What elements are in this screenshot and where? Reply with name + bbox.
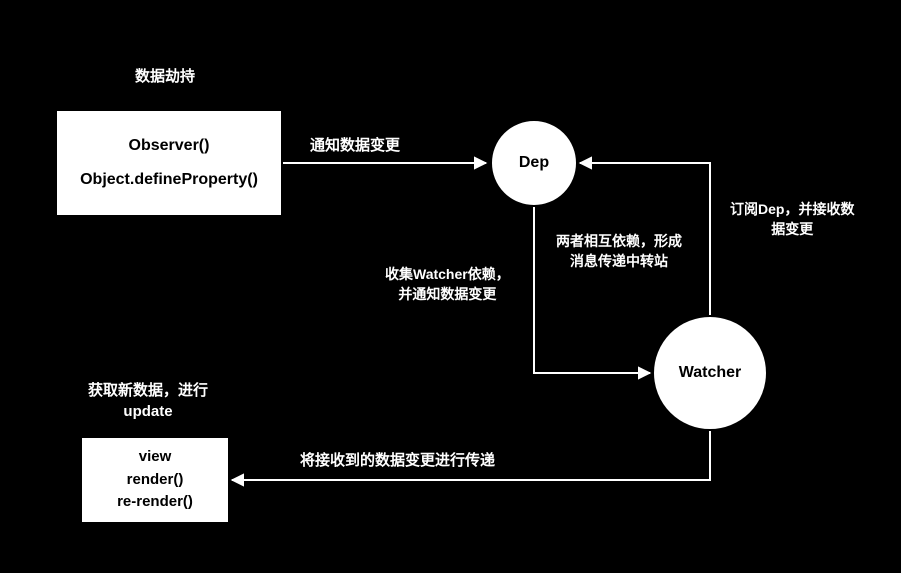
- diagram-canvas: Observer() Object.defineProperty() Dep W…: [0, 0, 901, 573]
- label-title-observer: 数据劫持: [135, 66, 195, 87]
- node-view-line3: re-render(): [117, 491, 193, 514]
- node-view-line2: render(): [127, 469, 184, 492]
- label-dep-watcher-mid: 两者相互依赖，形成 消息传递中转站: [556, 232, 682, 271]
- node-watcher-label: Watcher: [679, 364, 742, 382]
- node-watcher: Watcher: [652, 315, 768, 431]
- label-subscribe-dep: 订阅Dep，并接收数 据变更: [730, 200, 854, 239]
- node-observer-line2: Object.defineProperty(): [80, 168, 258, 192]
- node-dep: Dep: [490, 119, 578, 207]
- node-observer-line1: Observer(): [129, 134, 210, 158]
- node-observer: Observer() Object.defineProperty(): [55, 109, 283, 217]
- node-dep-label: Dep: [519, 154, 549, 172]
- label-edge-obs-dep: 通知数据变更: [310, 135, 400, 156]
- label-collect-watcher: 收集Watcher依赖， 并通知数据变更: [385, 265, 510, 304]
- node-view: view render() re-render(): [80, 436, 230, 524]
- label-title-view: 获取新数据，进行 update: [88, 380, 208, 422]
- label-edge-watcher-view: 将接收到的数据变更进行传递: [300, 450, 495, 471]
- node-view-line1: view: [139, 446, 172, 469]
